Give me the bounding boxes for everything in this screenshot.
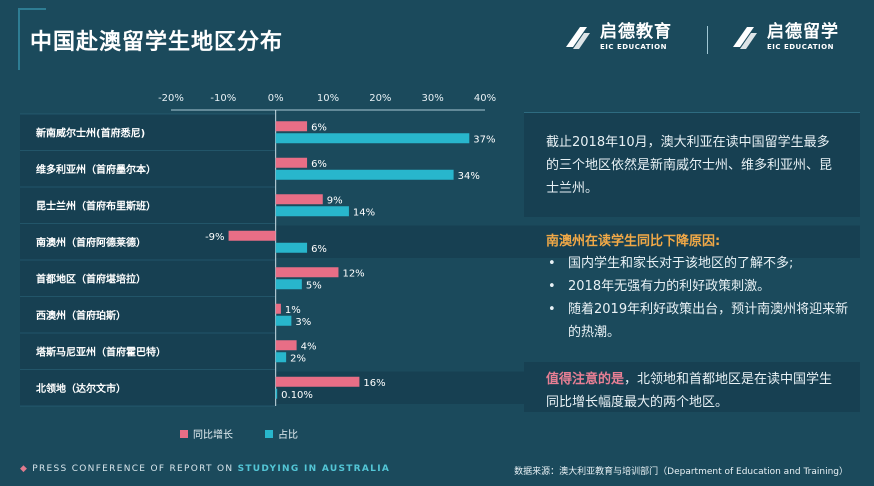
legend-swatch-share (265, 429, 273, 438)
category-label: 维多利亚州（首府墨尔本） (36, 163, 156, 176)
note-highlight: 值得注意的是 (546, 372, 625, 387)
diamond-icon: ◆ (20, 464, 29, 474)
eic-logo-icon (727, 20, 761, 54)
logo-eic-study-abroad: 启德留学 EIC EDUCATION (727, 20, 839, 54)
eic-logo-icon (560, 20, 594, 54)
page-title: 中国赴澳留学生地区分布 (30, 30, 284, 55)
highlight-row-band (20, 225, 860, 258)
x-tick-label: 20% (369, 93, 391, 104)
note-panel: 值得注意的是，北领地和首都地区是在读中国学生同比增长幅度最大的两个地区。 (524, 362, 860, 412)
footer-highlight: STUDYING IN AUSTRALIA (237, 464, 391, 474)
legend-label-growth: 同比增长 (193, 430, 233, 441)
bar-share (275, 279, 302, 290)
bar-growth (228, 230, 276, 241)
logo-divider (707, 26, 708, 54)
logo-en-text: EIC EDUCATION (600, 43, 667, 51)
bar-share (275, 388, 278, 399)
legend-item-share: 占比 (265, 426, 298, 441)
bar-share (275, 242, 308, 253)
logo-en-text: EIC EDUCATION (767, 43, 834, 51)
x-tick-label: 0% (268, 93, 284, 104)
bar-share (275, 315, 292, 326)
data-label: 37% (473, 134, 495, 145)
bar-growth (275, 157, 308, 168)
bar-growth (275, 303, 281, 314)
reasons-panel: 南澳州在读学生同比下降原因: • 国内学生和家长对于该地区的了解不多; • 2018… (524, 226, 860, 350)
category-label: 新南威尔士州(首府悉尼) (36, 126, 145, 139)
bar-growth (275, 340, 297, 351)
reasons-heading: 南澳州在读学生同比下降原因: (546, 234, 721, 249)
x-tick-label: -20% (158, 93, 184, 104)
bar-share (275, 206, 349, 217)
footer-prefix: PRESS CONFERENCE OF REPORT ON (32, 464, 234, 474)
frame-corner-decoration (18, 8, 46, 70)
list-item: • 随着2019年利好政策出台，预计南澳州将迎来新的热潮。 (548, 302, 849, 340)
list-item: • 2018年无强有力的利好政策刺激。 (548, 279, 771, 294)
data-label: 6% (311, 244, 327, 255)
data-label: 2% (290, 353, 306, 364)
bar-growth (275, 376, 360, 387)
summary-text: 截止2018年10月，澳大利亚在读中国留学生最多的三个地区依然是新南威尔士州、维… (546, 135, 833, 196)
reasons-list: • 国内学生和家长对于该地区的了解不多; • 2018年无强有力的利好政策刺激。 •… (546, 252, 856, 344)
category-label: 南澳州（首府阿德莱德） (36, 236, 146, 249)
bar-growth (275, 121, 308, 132)
x-tick-label: 40% (474, 93, 496, 104)
x-tick-label: 30% (422, 93, 444, 104)
data-label: 1% (285, 305, 301, 316)
bar-share (275, 133, 470, 144)
data-label: 5% (306, 280, 322, 291)
data-label: 12% (342, 268, 364, 279)
bar-share (275, 169, 454, 180)
data-label: 3% (295, 317, 311, 328)
data-label: 4% (301, 341, 317, 352)
summary-panel: 截止2018年10月，澳大利亚在读中国留学生最多的三个地区依然是新南威尔士州、维… (524, 112, 860, 217)
category-label: 西澳州（首府珀斯） (36, 309, 126, 322)
category-label: 塔斯马尼亚州（首府霍巴特） (36, 345, 166, 358)
x-tick-label: -10% (210, 93, 236, 104)
bar-growth (275, 194, 323, 205)
logo-cn-text: 启德留学 (767, 22, 839, 42)
data-label: 6% (311, 159, 327, 170)
data-label: 34% (458, 171, 480, 182)
footer-left: ◆ PRESS CONFERENCE OF REPORT ON STUDYING … (20, 464, 390, 474)
data-label: 6% (311, 122, 327, 133)
data-label: 9% (327, 195, 343, 206)
category-label: 首都地区（首府堪培拉） (36, 272, 146, 285)
data-label: 16% (363, 378, 385, 389)
bar-share (275, 352, 287, 363)
data-source: 数据来源：澳大利亚教育与培训部门（Department of Education… (514, 467, 848, 477)
x-tick-label: 10% (317, 93, 339, 104)
legend-item-growth: 同比增长 (180, 426, 233, 441)
legend-swatch-growth (180, 429, 188, 438)
category-label: 昆士兰州（首府布里斯班） (36, 199, 156, 212)
note-text: ，北领地和首都地区是在读中国学生同比增长幅度最大的两个地区。 (546, 372, 833, 410)
logo-cn-text: 启德教育 (600, 22, 672, 42)
category-label: 北领地（达尔文市） (36, 382, 126, 395)
logo-eic-education: 启德教育 EIC EDUCATION (560, 20, 672, 54)
legend-label-share: 占比 (278, 430, 298, 441)
list-item: • 国内学生和家长对于该地区的了解不多; (548, 256, 794, 271)
data-label: 14% (353, 207, 375, 218)
bar-growth (275, 267, 339, 278)
data-label: -9% (205, 232, 224, 243)
data-label: 0.10% (281, 390, 313, 401)
